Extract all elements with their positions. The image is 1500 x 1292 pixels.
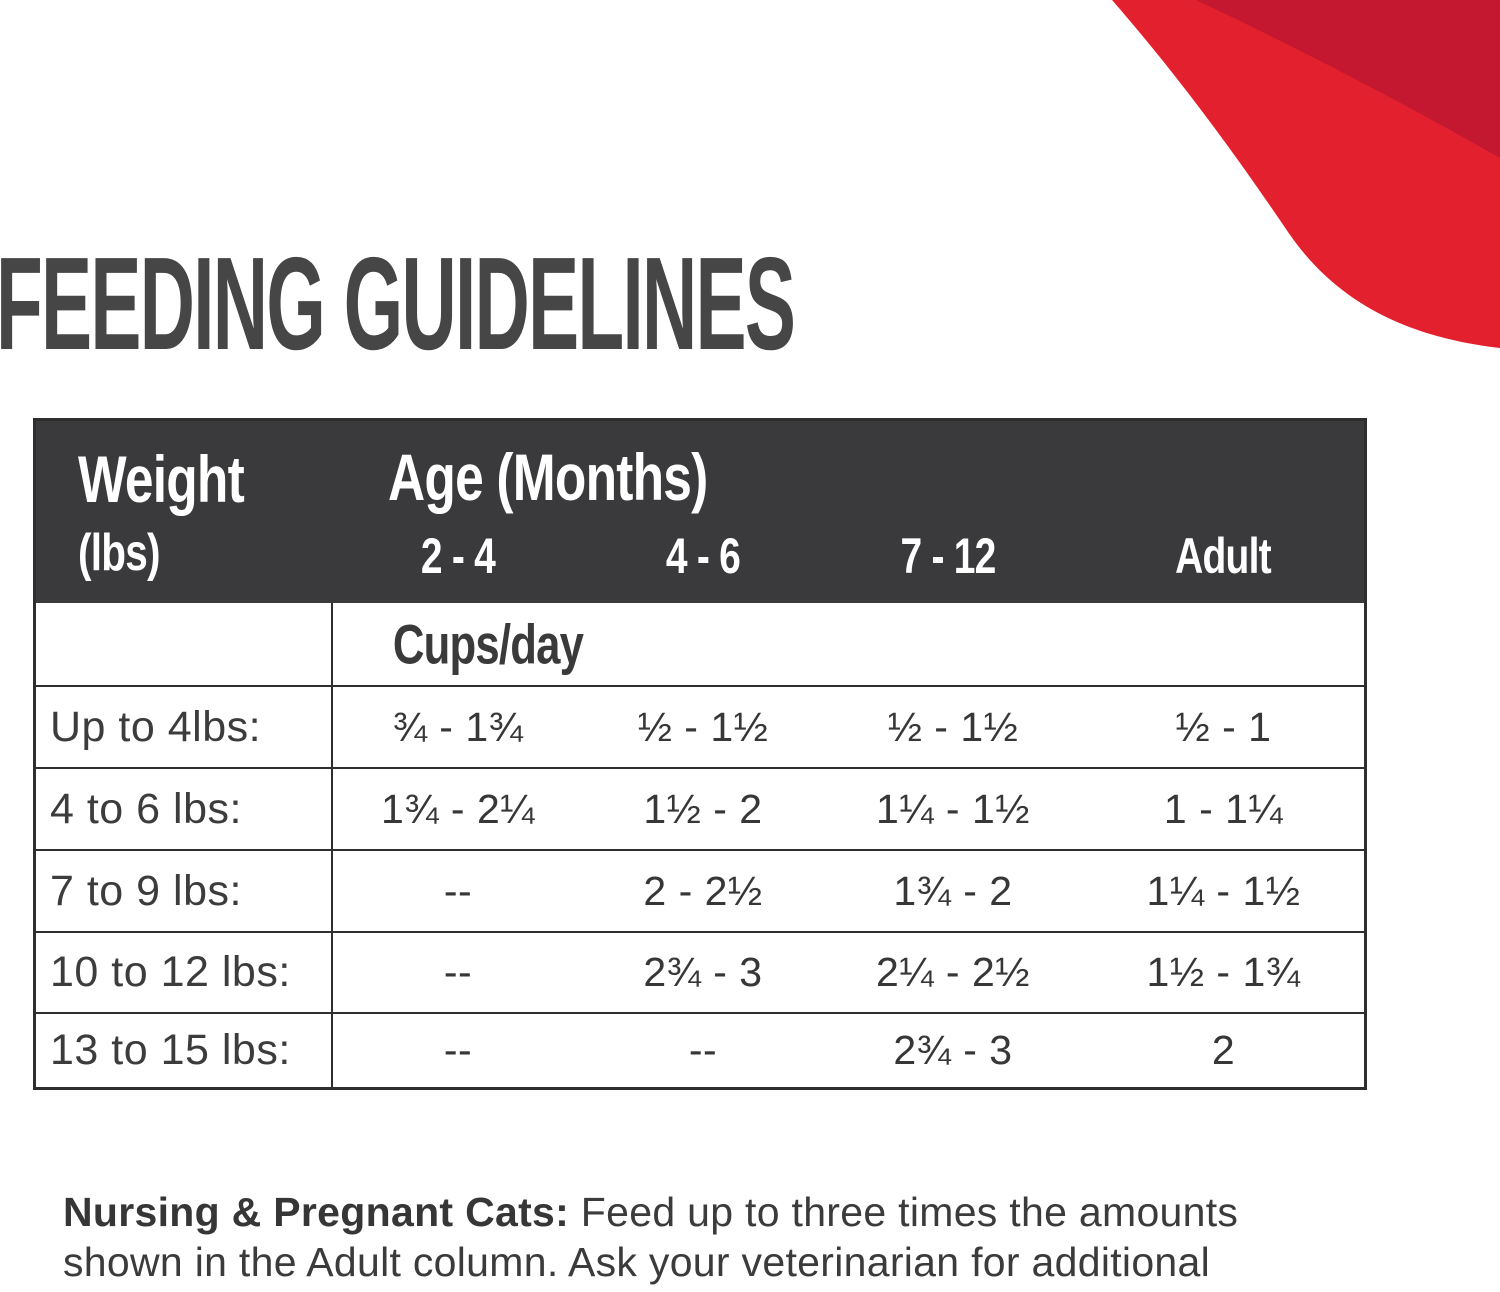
units-label: Cups/day — [392, 612, 584, 676]
value-cell: ½ - 1½ — [637, 703, 769, 750]
value-cell: 2 - 2½ — [643, 867, 763, 914]
value-cell: 1¾ - 2 — [893, 867, 1013, 914]
age-column-2-4: 2 - 4 — [420, 528, 496, 584]
weight-cell: 10 to 12 lbs: — [36, 933, 333, 1012]
table-row: 4 to 6 lbs: 1¾ - 2¼ 1½ - 2 1¼ - 1½ 1 - 1… — [36, 767, 1364, 849]
feeding-table: Weight (lbs) Age (Months) 2 - 4 4 - 6 7 … — [33, 418, 1367, 1090]
weight-cell: 13 to 15 lbs: — [36, 1014, 333, 1087]
page-title: FEEDING GUIDELINES — [0, 230, 796, 378]
footnote: Nursing & Pregnant Cats: Feed up to thre… — [63, 1187, 1313, 1292]
value-cell: 1½ - 2 — [643, 785, 763, 832]
table-row: 10 to 12 lbs: -- 2¾ - 3 2¼ - 2½ 1½ - 1¾ — [36, 931, 1364, 1012]
value-cell: -- — [443, 949, 473, 995]
red-swoosh-bright-shape — [1112, 0, 1500, 348]
weight-cell: Up to 4lbs: — [36, 687, 333, 767]
age-column-7-12: 7 - 12 — [900, 528, 996, 584]
table-row: Up to 4lbs: ¾ - 1¾ ½ - 1½ ½ - 1½ ½ - 1 — [36, 685, 1364, 767]
value-cell: 1½ - 1¾ — [1146, 949, 1301, 995]
units-row: Cups/day — [36, 603, 1364, 685]
value-cell: ½ - 1 — [1175, 703, 1272, 750]
value-cell: ½ - 1½ — [887, 703, 1019, 750]
age-group-header: Age (Months) — [388, 440, 708, 514]
value-cell: 2¼ - 2½ — [876, 949, 1030, 995]
table-header: Weight (lbs) Age (Months) 2 - 4 4 - 6 7 … — [36, 421, 1364, 603]
value-cell: 2 — [1211, 1027, 1236, 1073]
value-cell: 1¾ - 2¼ — [381, 785, 535, 832]
value-cell: -- — [688, 1027, 718, 1073]
value-cell: -- — [443, 1027, 473, 1073]
table-row: 13 to 15 lbs: -- -- 2¾ - 3 2 — [36, 1012, 1364, 1087]
weight-unit-label: (lbs) — [78, 524, 160, 582]
footnote-text: Feed up to three times the amounts shown… — [63, 1189, 1239, 1292]
value-cell: 2¾ - 3 — [643, 949, 763, 995]
weight-cell: 7 to 9 lbs: — [36, 851, 333, 931]
value-cell: ¾ - 1¾ — [392, 703, 524, 750]
age-column-4-6: 4 - 6 — [665, 528, 741, 584]
weight-column-header: Weight — [78, 442, 245, 516]
weight-cell: 4 to 6 lbs: — [36, 769, 333, 849]
value-cell: 1¼ - 1½ — [876, 785, 1030, 832]
value-cell: -- — [443, 867, 473, 914]
table-row: 7 to 9 lbs: -- 2 - 2½ 1¾ - 2 1¼ - 1½ — [36, 849, 1364, 931]
units-row-weight-cell — [36, 603, 333, 685]
value-cell: 1 - 1¼ — [1163, 785, 1284, 832]
age-column-adult: Adult — [1175, 528, 1272, 584]
value-cell: 2¾ - 3 — [893, 1027, 1013, 1073]
table-body: Cups/day Up to 4lbs: ¾ - 1¾ ½ - 1½ ½ - 1… — [36, 603, 1364, 1087]
footnote-label: Nursing & Pregnant Cats: — [63, 1189, 570, 1235]
red-swoosh-dark-shape — [1196, 0, 1500, 158]
value-cell: 1¼ - 1½ — [1146, 867, 1301, 914]
